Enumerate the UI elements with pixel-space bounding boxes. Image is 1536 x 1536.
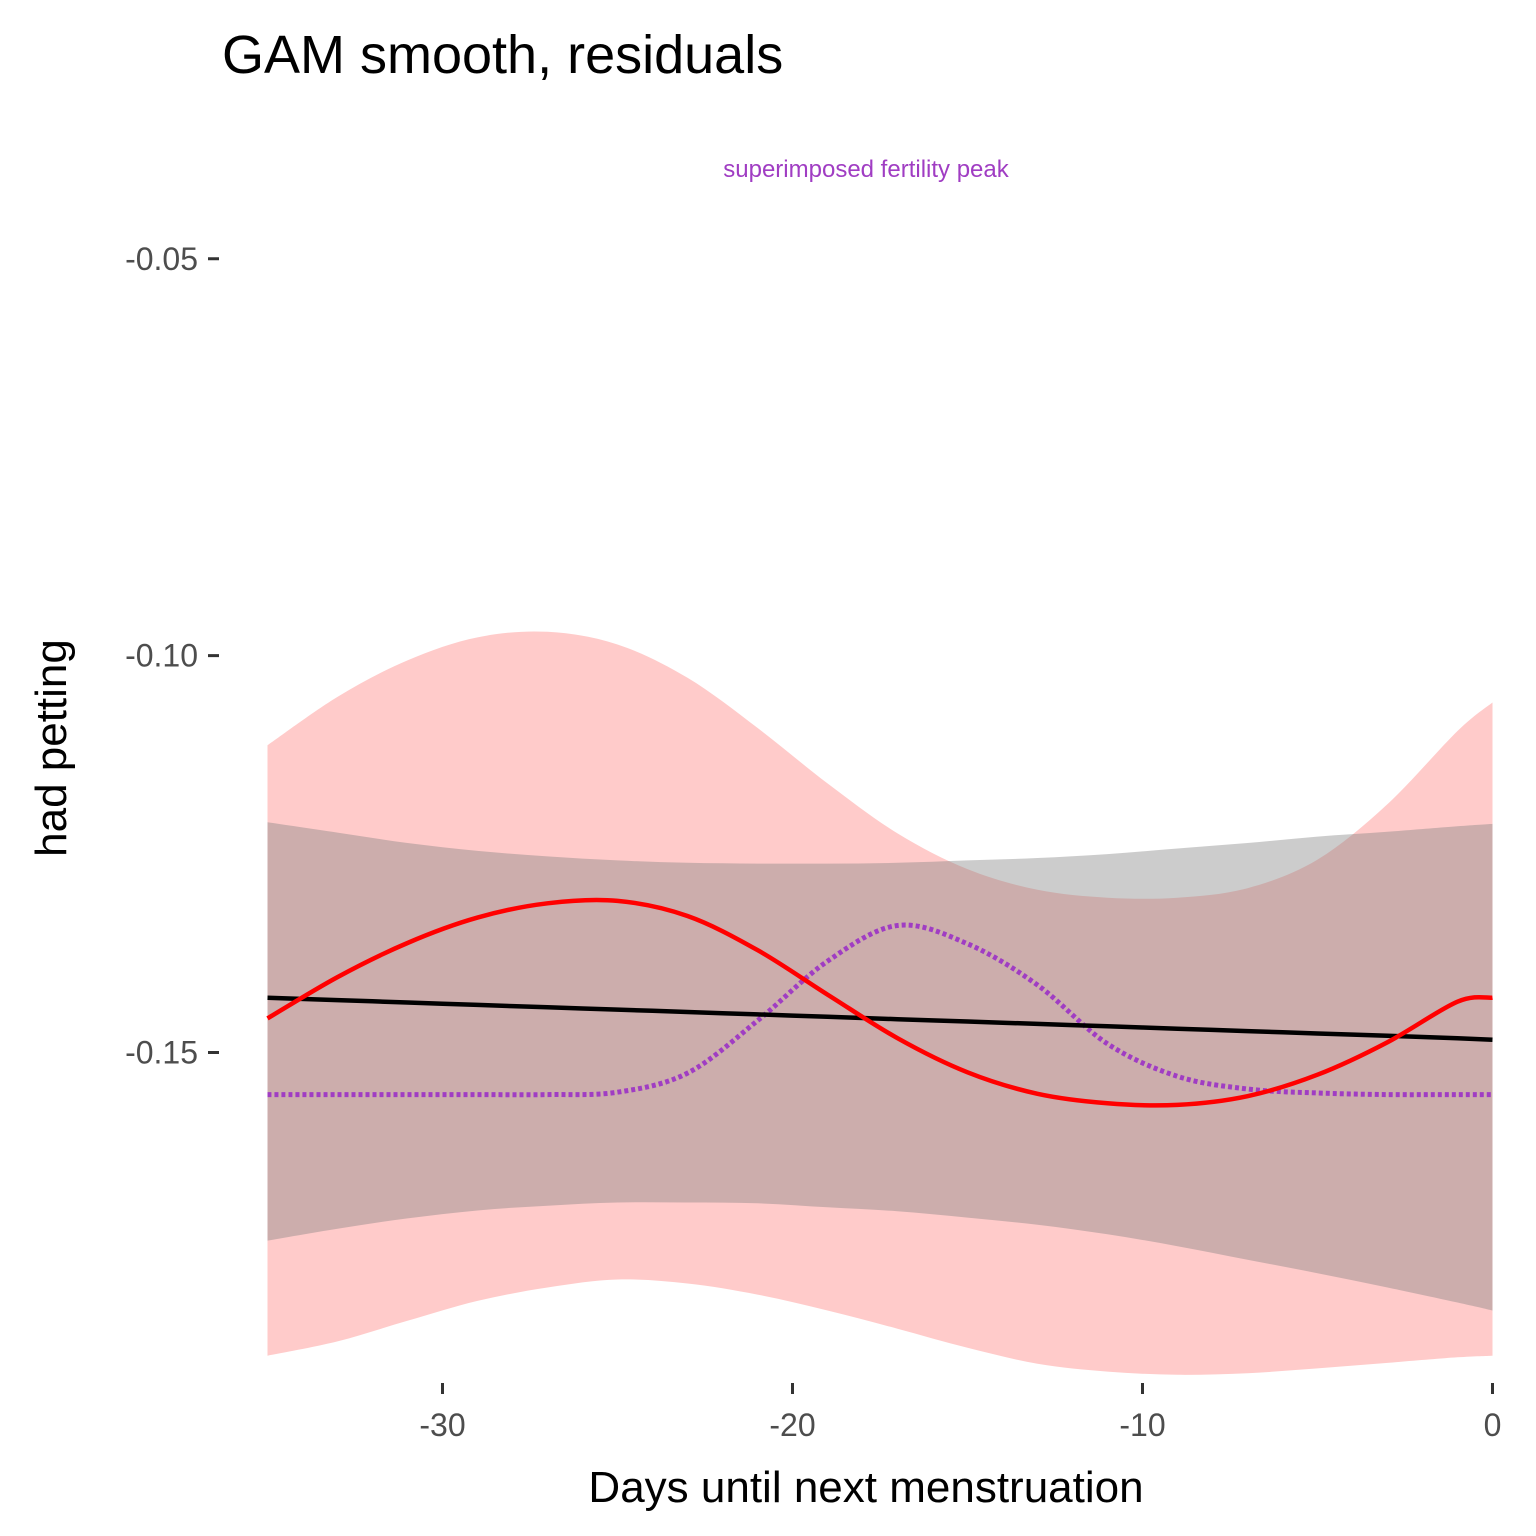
y-axis-title: had petting	[27, 639, 76, 857]
x-axis: -30 -20 -10 0	[419, 1383, 1501, 1443]
y-tick-label: -0.15	[125, 1035, 198, 1071]
gam-confidence-band	[267, 631, 1493, 1375]
gam-smooth-line	[266, 897, 1493, 1108]
fertility-annotation: superimposed fertility peak	[723, 156, 1009, 183]
y-axis: -0.05 -0.10 -0.15	[125, 241, 219, 1071]
chart-title: GAM smooth, residuals	[222, 25, 783, 85]
x-tick-label: -10	[1119, 1407, 1165, 1443]
fertility-peak-line	[267, 922, 1493, 1098]
x-tick-label: -20	[769, 1407, 815, 1443]
linear-fit-line	[267, 995, 1493, 1043]
x-tick-label: -30	[419, 1407, 465, 1443]
x-axis-title: Days until next menstruation	[588, 1463, 1143, 1512]
linear-confidence-band	[267, 822, 1493, 1311]
y-tick-label: -0.05	[125, 241, 198, 277]
y-tick-label: -0.10	[125, 638, 198, 674]
plot-area	[266, 631, 1493, 1375]
x-tick-label: 0	[1484, 1407, 1502, 1443]
